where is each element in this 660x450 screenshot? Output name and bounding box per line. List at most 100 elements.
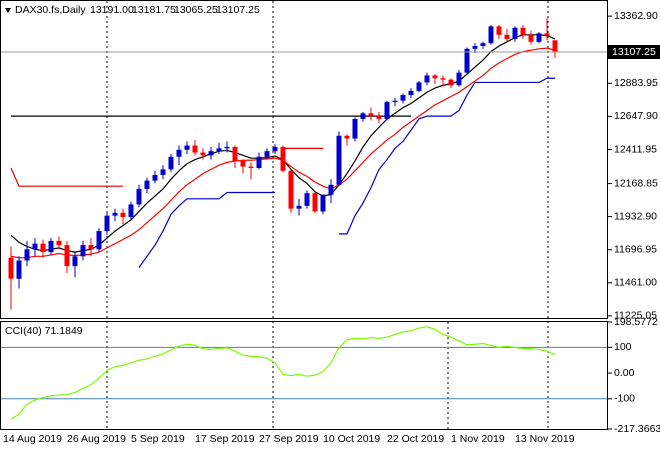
candle-body (104, 215, 110, 232)
ohlc-open: 13191.00 (90, 4, 134, 16)
y-tick-label: 100 (614, 341, 632, 353)
candle-body (432, 75, 438, 79)
candle-body (384, 102, 390, 119)
candle-body (456, 72, 462, 86)
price-label: 13107.25 (612, 46, 656, 58)
candle-body (440, 78, 446, 80)
price-label-box (608, 44, 660, 59)
candle-body (112, 212, 118, 216)
candle-body (176, 149, 182, 157)
candle-body (512, 27, 518, 39)
y-tick-label: 12411.95 (614, 143, 657, 155)
candle-body (216, 148, 222, 152)
x-tick-label: 14 Aug 2019 (3, 433, 62, 445)
candle-body (200, 152, 206, 156)
x-tick-label: 5 Sep 2019 (131, 433, 185, 445)
candle-body (208, 151, 214, 156)
y-tick-label: -100 (614, 393, 635, 405)
ohlc-low: 13065.25 (174, 4, 218, 16)
candle-body (72, 256, 78, 267)
candle-body (352, 118, 358, 139)
candle-body (136, 189, 142, 205)
x-tick-label: 17 Sep 2019 (195, 433, 255, 445)
candle-body (240, 160, 246, 167)
indicator-line (339, 77, 555, 235)
y-tick-label: 11932.90 (614, 210, 657, 222)
y-tick-label: 198.5772 (614, 316, 658, 328)
candle-body (536, 33, 542, 42)
candle-body (88, 245, 94, 250)
candle-body (80, 245, 86, 257)
candle-body (504, 34, 510, 39)
candle-body (96, 231, 102, 250)
candle-body (400, 95, 406, 101)
candle-body (32, 243, 38, 250)
candle-body (360, 113, 366, 119)
candle-body (144, 180, 150, 190)
ohlc-high: 13181.75 (132, 4, 176, 16)
x-tick-label: 27 Sep 2019 (259, 433, 319, 445)
x-tick-label: 10 Oct 2019 (323, 433, 380, 445)
candle-body (424, 75, 430, 83)
y-tick-label: 12883.95 (614, 77, 658, 89)
candle-body (272, 146, 278, 152)
y-tick-label: 12168.85 (614, 177, 658, 189)
candle-body (48, 240, 54, 253)
y-tick-label: 12647.90 (614, 110, 658, 122)
candle-body (328, 184, 334, 195)
x-tick-label: 26 Aug 2019 (67, 433, 126, 445)
candle-body (480, 43, 486, 47)
candle-body (160, 169, 166, 175)
candle-body (496, 26, 502, 35)
price-panel (0, 0, 608, 319)
candle-body (368, 113, 374, 117)
candle-body (304, 193, 310, 206)
y-tick-label: 11696.95 (614, 244, 657, 256)
candle-body (56, 240, 62, 246)
candle-body (24, 249, 30, 261)
candle-body (528, 34, 534, 42)
candle-body (120, 212, 126, 218)
candle-body (312, 193, 318, 212)
candle-body (64, 245, 70, 267)
candle-body (472, 46, 478, 49)
ohlc-close: 13107.25 (216, 4, 260, 16)
candle-body (296, 205, 302, 209)
candle-body (552, 40, 558, 52)
candle-body (464, 48, 470, 73)
candle-body (232, 146, 238, 161)
candle-body (376, 116, 382, 119)
candle-body (256, 156, 262, 168)
symbol: DAX30.fs,Daily (15, 4, 86, 16)
candle-body (488, 26, 494, 44)
candle-body (448, 79, 454, 86)
candle-body (408, 90, 414, 96)
menu-icon (5, 8, 11, 13)
candle-body (8, 257, 14, 279)
y-tick-label: -217.3663 (614, 423, 660, 435)
candle-body (544, 33, 550, 37)
candle-body (416, 82, 422, 91)
candle-body (184, 145, 190, 150)
cci-title: CCI(40) 71.1849 (5, 325, 83, 337)
candle-body (520, 27, 526, 35)
x-tick-label: 22 Oct 2019 (387, 433, 444, 445)
candle-body (128, 204, 134, 218)
candle-body (168, 156, 174, 170)
y-tick-label: 0.00 (614, 367, 635, 379)
candle-body (16, 260, 22, 279)
candle-body (344, 135, 350, 139)
candle-body (288, 170, 294, 209)
y-tick-label: 11461.00 (614, 277, 657, 289)
candle-body (248, 166, 254, 168)
indicator-line (138, 191, 275, 268)
candle-body (392, 100, 398, 103)
cci-line (10, 326, 556, 420)
x-tick-label: 13 Nov 2019 (515, 433, 575, 445)
x-tick-label: 1 Nov 2019 (451, 433, 505, 445)
candle-body (152, 174, 158, 181)
y-tick-label: 11225.05 (614, 310, 657, 322)
candle-body (264, 151, 270, 157)
candle-body (40, 243, 46, 253)
